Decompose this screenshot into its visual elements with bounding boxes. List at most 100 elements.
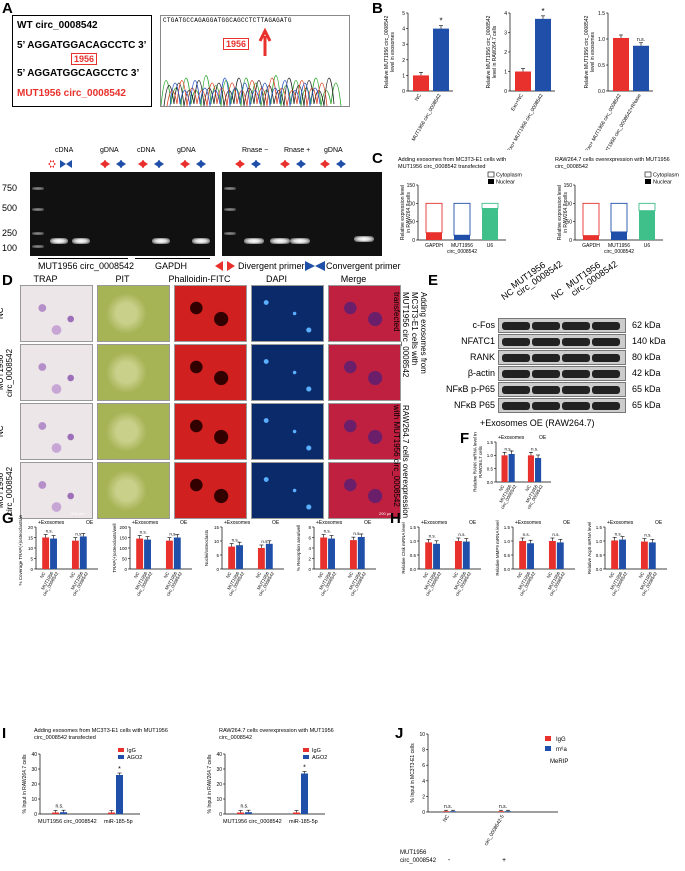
x-tick-label: NC: [414, 93, 423, 103]
blot-band: [502, 386, 530, 394]
mut-title: MUT1956 circ_0008542: [17, 88, 126, 99]
y-tick-label: 30: [216, 767, 222, 773]
micrograph-phalloidin-fitc: [174, 462, 247, 519]
group-label: +Exosomes: [224, 520, 251, 526]
chromatogram: CTGATGCCAGAGGATGGCAGCCTCTTAGAGATG 1956: [160, 15, 350, 107]
blot-band: [562, 338, 590, 346]
x-tick-label: MUT1956 circ_0008542: [223, 819, 282, 825]
y-tick-label: 8: [308, 525, 311, 530]
blot-band: [532, 338, 560, 346]
x-tick-label: NC: [163, 570, 171, 579]
panel-label-i: I: [2, 725, 7, 742]
scale-bar-label: 200 μm: [379, 511, 393, 516]
y-tick-label: 150: [564, 183, 573, 189]
y-axis-label: % Input in RAW264.7 cells: [207, 754, 213, 814]
group-label: OE: [563, 520, 571, 526]
legend-igg: IgG: [312, 748, 321, 754]
y-tick-label: 20: [31, 782, 37, 788]
nuclear-bar: [426, 232, 442, 240]
y-tick-label: 10: [28, 546, 34, 551]
significance-marker: n.s.: [75, 532, 82, 537]
bar: [357, 536, 365, 569]
panel-i-charts: Adding exosomes from MC3T3-E1 cells with…: [22, 728, 334, 825]
x-tick-label: circ_0008542: [604, 249, 634, 255]
group-label: OE: [469, 520, 477, 526]
y-tick-label: 1: [402, 73, 405, 79]
column-label-phalloidin-fitc: Phalloidin-FITC: [168, 274, 231, 284]
kda-label: 80 kDa: [632, 352, 661, 362]
micrograph-phalloidin-fitc: [174, 285, 247, 342]
micrograph-merge: [328, 285, 401, 342]
y-axis-label: Relative expression level: [557, 185, 563, 240]
x-tick-label: MUT1956 circ_0008542: [38, 819, 97, 825]
micrograph-merge: [328, 462, 401, 519]
legend-igg: IgG: [556, 737, 566, 743]
x-tick-label: NC: [317, 570, 325, 579]
bar: [136, 538, 144, 569]
y-tick-label: 100: [564, 201, 573, 207]
y-tick-label: 0: [30, 567, 33, 572]
blot-band: [562, 402, 590, 410]
panel-label-c: C: [372, 150, 383, 167]
micrograph-pit: [97, 285, 170, 342]
x-tick-label: Exo+ MUT1956 circ_0008542: [584, 93, 622, 150]
bar: [633, 45, 649, 91]
group-label: OE: [539, 435, 547, 441]
y-tick-label: 4: [308, 546, 311, 551]
primer-icons: [48, 160, 346, 168]
bar: [505, 811, 511, 812]
gel-label-mut: MUT1956 circ_0008542: [38, 261, 135, 271]
bar: [498, 811, 504, 812]
legend-divergent: Divergent primer: [238, 261, 305, 271]
y-tick-label: 1.5: [410, 525, 417, 530]
bar: [648, 542, 656, 569]
blot-band: [532, 402, 560, 410]
group-label: +Exosomes: [515, 520, 542, 526]
blot-band: [532, 386, 560, 394]
legend-swatch-cytoplasm: [487, 171, 495, 178]
seq-wt: 5’ AGGATGGACAGCCTC 3’: [17, 40, 147, 51]
blot-strip: [498, 350, 626, 365]
bar: [71, 540, 79, 569]
significance-marker: n.s.: [169, 532, 176, 537]
x-tick-label: circ_0008542: [447, 249, 477, 255]
divergent-primer-icon: [215, 261, 235, 271]
y-tick-label: 1.5: [596, 525, 603, 530]
legend-swatch-ago2: [303, 755, 309, 759]
bar: [433, 543, 440, 569]
x-tick-label: NC: [442, 814, 451, 824]
nuclear-bar: [639, 210, 655, 240]
y-tick-label: 1.0: [487, 453, 494, 458]
row-label: circ_0008542: [400, 858, 437, 864]
y-axis-label: Relative MUT1956 circ_0008542: [584, 15, 590, 88]
group-label: +Exosomes: [316, 520, 343, 526]
significance-marker: n.s.: [523, 532, 530, 537]
y-tick-label: 1.0: [504, 539, 511, 544]
bar: [443, 811, 449, 812]
y-tick-label: 0: [412, 238, 415, 244]
group-label: OE: [180, 520, 188, 526]
y-tick-label: 0: [308, 567, 311, 572]
y-tick-label: 5: [30, 556, 33, 561]
y-tick-label: 150: [119, 535, 127, 540]
y-tick-label: 0.0: [487, 480, 494, 485]
nuclear-bar: [454, 235, 470, 240]
scale-bar-label: 200 μm: [71, 511, 85, 516]
blot-band: [562, 354, 590, 362]
arrow-up-icon: [258, 27, 272, 56]
significance-marker: *: [118, 766, 121, 773]
blot-band: [592, 338, 620, 346]
y-tick-label: 10: [31, 797, 37, 803]
significance-marker: n.s.: [429, 533, 436, 538]
x-tick-label: NC: [638, 570, 646, 579]
micrograph-dapi: [251, 344, 324, 401]
y-axis-label: Relative Ctsk mRNA level: [401, 522, 406, 573]
y-tick-label: 4: [422, 779, 425, 785]
y-tick-label: 0.5: [487, 466, 494, 471]
significance-marker: n.s.: [353, 531, 360, 536]
x-tick-label: Exo+NC: [510, 93, 525, 113]
group-label: OE: [86, 520, 94, 526]
bar: [165, 540, 173, 569]
blot-strip: [498, 366, 626, 381]
y-tick-label: 2: [504, 50, 507, 56]
